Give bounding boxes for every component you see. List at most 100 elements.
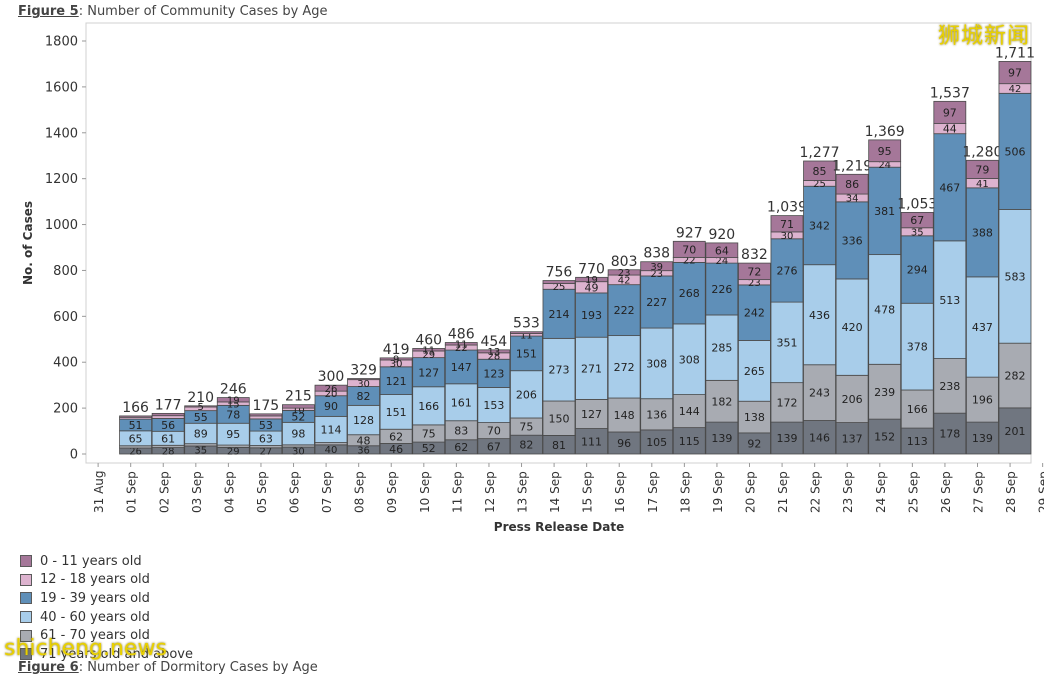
segment-value-label: 22 [455, 343, 468, 354]
legend-label: 61 - 70 years old [40, 628, 150, 644]
segment-value-label: 11 [520, 331, 533, 342]
segment-value-label: 152 [874, 431, 895, 444]
segment-value-label: 5 [198, 402, 204, 413]
legend-swatch [20, 592, 32, 605]
bar-segment [444, 383, 478, 422]
segment-value-label: 55 [194, 411, 208, 424]
bar-segment [738, 400, 771, 434]
segment-value-label: 62 [389, 430, 403, 443]
segment-value-label: 22 [683, 256, 696, 267]
x-tick-label: 01 Sep [125, 471, 139, 513]
segment-value-label: 308 [646, 357, 667, 370]
segment-value-label: 42 [1009, 84, 1022, 95]
segment-value-label: 285 [711, 342, 732, 355]
segment-value-label: 83 [454, 424, 468, 437]
x-tick-label: 27 Sep [972, 471, 986, 513]
segment-value-label: 243 [809, 387, 830, 400]
segment-value-label: 39 [650, 262, 663, 273]
segment-value-label: 13 [487, 347, 500, 358]
bar-total-label: 419 [383, 342, 410, 358]
y-tick-label: 400 [53, 356, 78, 371]
segment-value-label: 206 [842, 393, 863, 406]
bar-segment [770, 421, 804, 455]
bar-segment [510, 331, 543, 334]
bar-segment [835, 173, 869, 195]
x-tick-label: 11 Sep [450, 471, 464, 513]
bar-segment [965, 187, 999, 278]
x-axis-title: Press Release Date [494, 520, 624, 534]
segment-value-label: 25 [813, 179, 826, 190]
bar-total-label: 1,711 [995, 45, 1035, 61]
segment-value-label: 467 [939, 181, 960, 194]
y-tick-label: 200 [53, 402, 78, 417]
segment-value-label: 19 [585, 275, 598, 286]
bar-segment [705, 421, 739, 455]
legend-item: 71 years old and above [20, 645, 193, 664]
bar-segment [249, 413, 283, 417]
bar-segment [868, 254, 902, 365]
segment-value-label: 166 [418, 400, 439, 413]
bar-segment [965, 376, 999, 423]
segment-value-label: 9 [393, 355, 399, 366]
bar-segment [770, 215, 804, 233]
segment-value-label: 63 [259, 432, 273, 445]
bar-segment [835, 374, 869, 423]
bar-segment [738, 262, 771, 281]
segment-value-label: 36 [357, 446, 370, 457]
segment-value-label: 111 [581, 435, 602, 448]
segment-value-label: 82 [357, 390, 371, 403]
bar-total-label: 1,219 [832, 158, 872, 174]
x-tick-label: 06 Sep [288, 471, 302, 513]
next-figure-number: Figure 6 [18, 660, 79, 675]
segment-value-label: 11 [455, 339, 468, 350]
bar-segment [412, 357, 446, 388]
bar-segment [575, 276, 608, 283]
bar-segment [444, 342, 478, 346]
bar-total-label: 927 [676, 225, 703, 241]
bar-segment [803, 420, 836, 455]
legend-label: 19 - 39 years old [40, 590, 150, 606]
bar-total-label: 838 [643, 246, 670, 262]
x-tick-label: 24 Sep [874, 471, 888, 513]
next-figure-caption: Figure 6: Number of Dormitory Cases by A… [18, 660, 318, 675]
segment-value-label: 139 [776, 432, 797, 445]
segment-value-label: 123 [483, 367, 504, 380]
bar-total-label: 756 [546, 265, 573, 281]
segment-value-label: 52 [291, 410, 305, 423]
segment-value-label: 201 [1004, 425, 1025, 438]
bar-segment [965, 159, 999, 179]
legend-item: 40 - 60 years old [20, 608, 193, 627]
bar-total-label: 1,039 [767, 200, 807, 216]
x-tick-label: 09 Sep [385, 471, 399, 513]
segment-value-label: 436 [809, 309, 830, 322]
segment-value-label: 113 [907, 435, 928, 448]
bar-segment [282, 404, 315, 409]
segment-value-label: 437 [972, 321, 993, 334]
segment-value-label: 506 [1004, 145, 1025, 158]
legend-label: 40 - 60 years old [40, 609, 150, 625]
segment-value-label: 10 [292, 405, 305, 416]
legend-item: 19 - 39 years old [20, 589, 193, 608]
segment-value-label: 147 [451, 361, 472, 374]
x-tick-label: 07 Sep [320, 471, 334, 513]
bar-segment [510, 370, 543, 419]
bar-segment [933, 100, 967, 124]
bar-segment [998, 407, 1032, 455]
x-tick-label: 13 Sep [516, 471, 530, 513]
watermark-bottom: shicheng.news [4, 636, 167, 661]
segment-value-label: 65 [129, 432, 143, 445]
segment-value-label: 282 [1004, 370, 1025, 383]
segment-value-label: 273 [548, 364, 569, 377]
segment-value-label: 30 [292, 446, 305, 457]
segment-value-label: 23 [618, 268, 631, 279]
bar-segment [672, 427, 706, 455]
x-tick-label: 22 Sep [809, 471, 823, 513]
segment-value-label: 178 [939, 428, 960, 441]
bar-segment [868, 418, 902, 455]
bar-total-label: 1,537 [930, 85, 970, 101]
y-tick-label: 0 [70, 448, 78, 463]
y-tick-label: 1200 [45, 172, 78, 187]
legend-swatch [20, 648, 32, 661]
segment-value-label: 44 [943, 123, 957, 136]
bar-segment [216, 397, 250, 403]
